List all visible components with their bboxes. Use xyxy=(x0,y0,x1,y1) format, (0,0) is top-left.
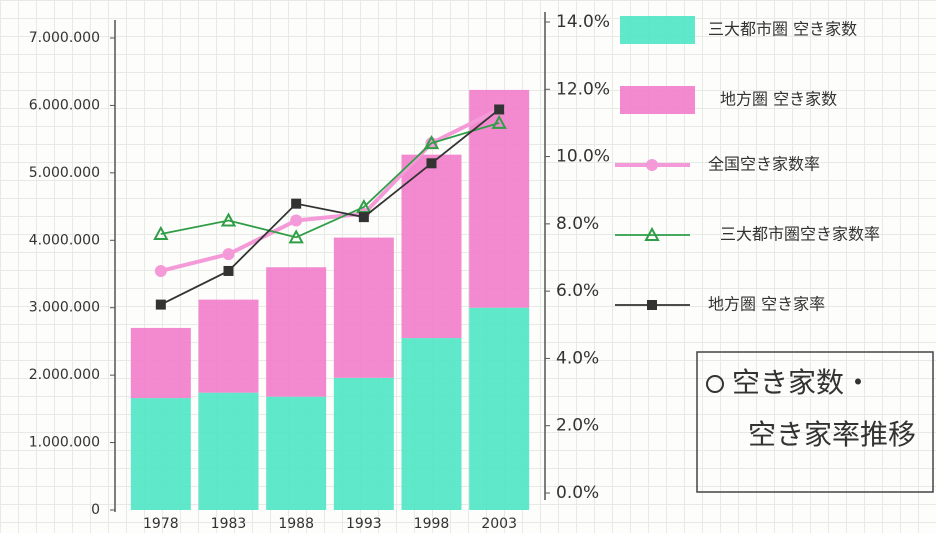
line-marker xyxy=(153,225,169,240)
line xyxy=(160,108,500,306)
title-box xyxy=(696,351,934,493)
bar xyxy=(333,237,394,378)
y-tick-label: 6.000.000 xyxy=(29,97,100,113)
line-marker xyxy=(223,265,234,276)
line-marker xyxy=(358,212,369,223)
y-tick-label: 3.000.000 xyxy=(29,300,100,316)
line-marker xyxy=(288,229,304,244)
legend-label: 地方圏 空き家率 xyxy=(708,295,825,314)
y2-tick-label: 2.0% xyxy=(556,416,599,436)
bar xyxy=(266,267,327,397)
y2-tick-label: 4.0% xyxy=(556,348,599,368)
y2-tick-label: 10.0% xyxy=(556,147,610,167)
line-marker xyxy=(154,264,167,277)
x-tick-label: 1983 xyxy=(211,516,247,532)
line xyxy=(160,122,500,239)
line-marker xyxy=(220,212,237,227)
bar xyxy=(198,299,259,393)
y-tick-label: 0 xyxy=(91,502,100,518)
y2-tick-label: 12.0% xyxy=(556,79,610,99)
line-marker xyxy=(155,299,166,310)
legend-marker xyxy=(644,226,660,241)
y-tick-label: 7.000.000 xyxy=(29,30,100,46)
x-tick-label: 1988 xyxy=(278,516,314,532)
bar xyxy=(401,338,462,510)
y2-tick-label: 14.0% xyxy=(556,12,610,32)
bar xyxy=(130,398,191,510)
line-marker xyxy=(222,248,235,261)
y2-tick-label: 8.0% xyxy=(556,214,599,234)
x-tick-label: 1978 xyxy=(143,516,179,532)
bar xyxy=(198,392,259,510)
legend-label: 全国空き家数率 xyxy=(708,155,820,174)
legend-marker xyxy=(646,159,658,171)
line-marker xyxy=(423,135,440,150)
title-bullet xyxy=(706,375,724,393)
bar xyxy=(333,377,394,510)
line xyxy=(160,107,501,273)
line-marker xyxy=(426,158,437,169)
legend-swatch xyxy=(620,86,695,114)
bar xyxy=(130,327,191,399)
line-marker xyxy=(494,104,505,115)
line-marker xyxy=(491,114,507,129)
legend-label: 三大都市圏 空き家数 xyxy=(708,20,857,39)
y-tick-label: 2.000.000 xyxy=(29,367,100,383)
chart-title: 空き家率推移 xyxy=(748,418,916,451)
y2-tick-label: 6.0% xyxy=(556,281,599,301)
y-tick-label: 1.000.000 xyxy=(29,435,100,451)
y2-tick-label: 0.0% xyxy=(556,483,599,503)
chart-title: 空き家数・ xyxy=(732,366,872,399)
line-marker xyxy=(290,214,303,227)
x-tick-label: 1993 xyxy=(346,516,382,532)
bar xyxy=(469,89,530,308)
line-marker xyxy=(291,198,302,209)
bar xyxy=(469,307,530,510)
x-tick-label: 2003 xyxy=(481,516,517,532)
bar xyxy=(401,154,462,339)
legend-label: 地方圏 空き家数 xyxy=(720,90,837,109)
line-marker xyxy=(356,198,372,214)
y-tick-label: 5.000.000 xyxy=(29,165,100,181)
legend-label: 三大都市圏空き家数率 xyxy=(720,225,880,244)
legend-swatch xyxy=(620,16,695,44)
bar xyxy=(266,396,327,510)
y-tick-label: 4.000.000 xyxy=(29,232,100,248)
legend-marker xyxy=(647,300,657,310)
x-tick-label: 1998 xyxy=(414,516,450,532)
